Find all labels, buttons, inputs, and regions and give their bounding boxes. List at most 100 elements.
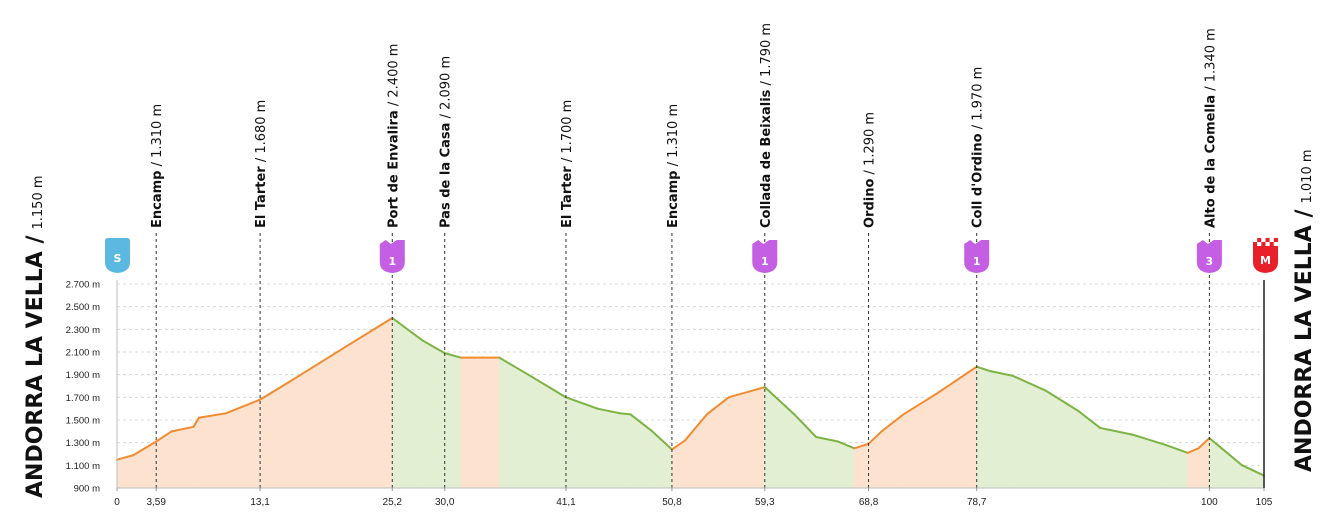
profile-line-segment — [259, 379, 293, 401]
checker-cell — [1253, 242, 1258, 246]
start-name: ANDORRA LA VELLA / — [23, 235, 48, 498]
checker-cell — [1269, 242, 1274, 246]
profile-line-segment — [1066, 403, 1080, 412]
profile-line-segment — [763, 386, 796, 416]
waypoint-label: Pas de la Casa / 2.090 m — [439, 56, 454, 228]
profile-line-segment — [1219, 446, 1244, 467]
profile-line-segment — [391, 317, 424, 342]
profile-segment — [815, 436, 839, 489]
start-badge: S — [105, 238, 130, 273]
profile-line-segment — [116, 454, 135, 461]
waypoint-label: Collada de Beixalis / 1.790 m — [759, 23, 774, 228]
profile-segment — [837, 441, 855, 489]
x-tick-label: 50,8 — [662, 497, 682, 508]
profile-line-segment — [853, 442, 870, 450]
profile-line-segment — [705, 396, 730, 416]
profile-line-segment — [1011, 374, 1047, 392]
y-tick-label: 2.500 m — [66, 302, 100, 313]
profile-line-segment — [345, 317, 394, 348]
y-tick-label: 2.300 m — [66, 325, 100, 336]
mountain-category-icon — [752, 240, 778, 273]
waypoint-name: Pas de la Casa — [439, 123, 454, 228]
waypoint-label: El Tarter / 1.700 m — [560, 100, 575, 228]
profile-line-segment — [1131, 433, 1167, 446]
category-badge-text: 1 — [761, 255, 769, 268]
waypoint-markers: Encamp / 1.310 m El Tarter / 1.680 m Port … — [150, 23, 1218, 488]
profile-line-segment — [564, 396, 599, 410]
profile-line-segment — [618, 412, 632, 416]
profile-line-segment — [727, 386, 766, 399]
x-tick-label: 78,7 — [967, 497, 987, 508]
profile-line-segment — [290, 362, 321, 382]
profile-segment — [935, 366, 978, 489]
waypoint-name: Alto de la Comella — [1203, 95, 1218, 228]
profile-segment — [868, 430, 882, 489]
y-tick-label: 900 m — [74, 484, 100, 495]
checker-cell — [1273, 238, 1279, 242]
y-tick-label: 2.700 m — [66, 280, 100, 291]
profile-line-segment — [902, 392, 938, 416]
profile-segment — [1220, 446, 1243, 489]
profile-segment — [116, 454, 134, 489]
profile-segment — [291, 362, 320, 489]
profile-area — [116, 317, 1265, 489]
profile-line-segment — [836, 440, 856, 450]
waypoint-name: Coll d'Ordino — [971, 133, 986, 228]
profile-segment — [499, 357, 533, 489]
profile-segment — [565, 396, 598, 489]
x-tick-label: 0 — [114, 497, 120, 508]
waypoint-label: Ordino / 1.290 m — [863, 112, 878, 228]
profile-segment — [1099, 427, 1134, 489]
waypoint-altitude: / 1.340 m — [1203, 28, 1218, 95]
x-tick-label: 105 — [1256, 497, 1273, 508]
checker-cell — [1273, 242, 1279, 246]
profile-segment — [1077, 410, 1101, 489]
profile-segment — [1067, 403, 1079, 489]
profile-line-segment — [197, 412, 228, 419]
profile-line-segment — [155, 430, 173, 443]
waypoint-label: Alto de la Comella / 1.340 m — [1203, 28, 1218, 228]
profile-line-segment — [192, 416, 200, 428]
x-tick-label: 25,2 — [383, 497, 403, 508]
profile-segment — [318, 345, 347, 489]
profile-line-segment — [132, 440, 158, 457]
waypoint-altitude: / 2.090 m — [439, 56, 454, 123]
checker-cell — [1261, 242, 1266, 246]
finish-badge-text: M — [1260, 254, 1271, 267]
mountain-category-icon — [1196, 240, 1222, 273]
profile-segment — [1012, 375, 1046, 489]
waypoint-altitude: / 2.400 m — [386, 44, 401, 111]
waypoint-label: Coll d'Ordino / 1.970 m — [971, 67, 986, 228]
waypoint-name: El Tarter — [254, 166, 269, 228]
waypoint-label: Port de Envalira / 2.400 m — [386, 44, 401, 228]
waypoint-name: Port de Envalira — [386, 110, 401, 228]
waypoint-name: Ordino — [863, 179, 878, 228]
category-badge-text: 3 — [1206, 255, 1214, 268]
profile-line-segment — [684, 413, 708, 442]
profile-line-segment — [989, 370, 1014, 377]
profile-line-segment — [670, 439, 687, 451]
profile-segment — [193, 416, 200, 489]
waypoint-altitude: / 1.310 m — [150, 104, 165, 171]
profile-segment — [630, 413, 653, 489]
mountain-category-icon — [379, 240, 405, 273]
waypoint-label: El Tarter / 1.680 m — [254, 100, 269, 228]
profile-line-segment — [1208, 437, 1222, 449]
finish-altitude: 1.010 m — [1300, 149, 1315, 203]
waypoint-name: Encamp — [150, 171, 165, 228]
checkered-flag-icon — [1253, 238, 1279, 246]
waypoint-altitude: / 1.700 m — [560, 100, 575, 167]
checker-cell — [1265, 238, 1270, 242]
profile-line-segment — [867, 430, 883, 445]
x-tick-label: 13,1 — [250, 497, 270, 508]
x-tick-label: 68,8 — [859, 497, 879, 508]
profile-segment — [728, 386, 766, 489]
checker-cell — [1253, 238, 1258, 242]
profile-line-segment — [531, 375, 567, 399]
y-axis-labels: 2.700 m 2.500 m 2.300 m 2.100 m 1.900 m 1.700… — [66, 280, 100, 495]
waypoint-label: Encamp / 1.310 m — [150, 104, 165, 228]
profile-line-segment — [1044, 389, 1069, 406]
profile-line-segment — [1197, 437, 1211, 450]
svg-text:ANDORRA LA VELLA /1.150 m: ANDORRA LA VELLA / 1.150 m — [23, 175, 48, 498]
